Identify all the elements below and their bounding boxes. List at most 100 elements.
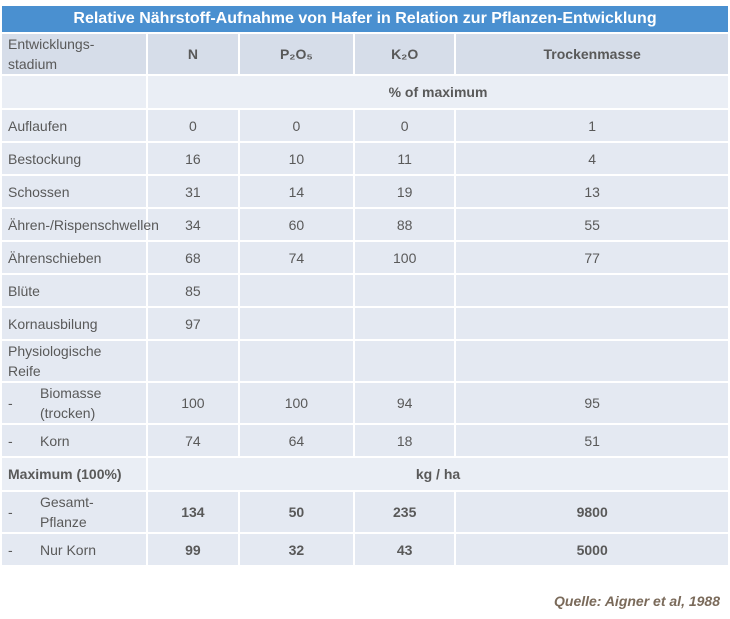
value: 94: [396, 395, 413, 411]
data-row: Blüte 85: [0, 273, 730, 308]
value: 97: [185, 315, 201, 332]
value: 50: [288, 504, 305, 520]
value-cell: 64: [237, 423, 356, 458]
row-dash: -: [8, 432, 13, 449]
value-cell: 31: [146, 174, 240, 209]
maximum-label: Maximum (100%): [0, 456, 148, 492]
value: 74: [288, 249, 305, 266]
value-cell: 68: [146, 240, 240, 275]
nutrient-table: Relative Nährstoff-Aufnahme von Hafer in…: [0, 4, 730, 567]
header-text: N: [187, 46, 198, 62]
value: 32: [288, 541, 305, 558]
value: 19: [396, 183, 413, 200]
value-cell: 18: [353, 423, 457, 458]
value-cell: 99: [146, 532, 240, 567]
row-label: Kornausbilung: [8, 315, 98, 332]
data-row: Ährenschieben 68 74 100 77: [0, 240, 730, 275]
value: 11: [397, 150, 412, 167]
value-cell: 74: [146, 423, 240, 458]
data-row: Kornausbilung 97: [0, 306, 730, 341]
unit-label: kg / ha: [146, 456, 730, 492]
row-label: Ähren-/Rispenschwellen: [8, 216, 159, 233]
value: 134: [181, 504, 205, 520]
data-row: Ähren-/Rispenschwellen 34 60 88 55: [0, 207, 730, 242]
value-cell: 95: [454, 381, 730, 425]
value: 5000: [576, 541, 608, 558]
value: 34: [185, 216, 201, 233]
value: 85: [185, 282, 201, 299]
value-cell: 13: [454, 174, 730, 209]
value: 60: [288, 216, 305, 233]
value-cell: 100: [146, 381, 240, 425]
value-cell: 43: [353, 532, 457, 567]
value-cell: 97: [146, 306, 240, 341]
unit-row: % of maximum: [0, 74, 730, 110]
value-cell: [454, 339, 730, 383]
value: 1: [588, 117, 597, 134]
value-cell: [237, 273, 356, 308]
value-cell: 77: [454, 240, 730, 275]
value-cell: 55: [454, 207, 730, 242]
value: 4: [588, 150, 597, 167]
value-cell: 34: [146, 207, 240, 242]
value: 77: [584, 249, 600, 266]
row-label-cell: Auflaufen: [0, 108, 148, 143]
value-cell: [237, 339, 356, 383]
value-cell: 1: [454, 108, 730, 143]
row-label: Biomasse (trocken): [40, 385, 102, 421]
value-cell: 32: [237, 532, 356, 567]
value: 13: [584, 183, 600, 200]
row-label-cell: - Korn: [0, 423, 148, 458]
row-label: Auflaufen: [8, 117, 68, 134]
value: 100: [284, 395, 309, 411]
source-note: Quelle: Aigner et al, 1988: [554, 593, 720, 609]
row-label-cell: Kornausbilung: [0, 306, 148, 341]
value: 88: [396, 216, 413, 233]
value: 0: [292, 117, 301, 134]
row-label-cell: Blüte: [0, 273, 148, 308]
header-cell: P₂O₅: [237, 32, 356, 76]
row-dash: -: [8, 504, 13, 520]
data-row: Physiologische Reife: [0, 339, 730, 383]
value-cell: [353, 273, 457, 308]
header-row: Entwicklungs-stadium N P₂O₅ K₂O Trockenmasse: [0, 32, 730, 76]
value-cell: 60: [237, 207, 356, 242]
value-cell: 9800: [454, 490, 730, 534]
value: 68: [185, 249, 201, 266]
value-cell: [237, 306, 356, 341]
value: 100: [393, 249, 417, 266]
value-cell: 5000: [454, 532, 730, 567]
value: 64: [288, 432, 305, 449]
title-row: Relative Nährstoff-Aufnahme von Hafer in…: [0, 4, 730, 34]
value: 14: [288, 183, 305, 200]
value-cell: 94: [353, 381, 457, 425]
value: 31: [185, 183, 201, 200]
header-text: Entwicklungs-stadium: [8, 36, 95, 72]
row-dash: -: [8, 541, 13, 558]
value: 10: [288, 150, 305, 167]
value-cell: [146, 339, 240, 383]
unit-row: Maximum (100%) kg / ha: [0, 456, 730, 492]
value: 55: [584, 216, 600, 233]
header-cell: K₂O: [353, 32, 457, 76]
data-row: - Gesamt-Pflanze 134 50 235 9800: [0, 490, 730, 534]
value-cell: 88: [353, 207, 457, 242]
row-label: Physiologische Reife: [8, 343, 102, 379]
value-cell: 0: [146, 108, 240, 143]
value: 16: [185, 150, 201, 167]
row-label: Bestockung: [8, 150, 82, 167]
value-cell: [454, 306, 730, 341]
value: 43: [396, 541, 413, 558]
table-title: Relative Nährstoff-Aufnahme von Hafer in…: [0, 4, 730, 34]
value-cell: 51: [454, 423, 730, 458]
value: 235: [393, 504, 417, 520]
value-cell: 50: [237, 490, 356, 534]
header-cell: Trockenmasse: [454, 32, 730, 76]
row-label: Korn: [40, 432, 70, 449]
value: 100: [181, 395, 205, 411]
row-label-cell: - Nur Korn: [0, 532, 148, 567]
value: 0: [400, 117, 409, 134]
data-row: - Biomasse (trocken) 100 100 94 95: [0, 381, 730, 425]
value-cell: 134: [146, 490, 240, 534]
row-label: Blüte: [8, 282, 40, 299]
